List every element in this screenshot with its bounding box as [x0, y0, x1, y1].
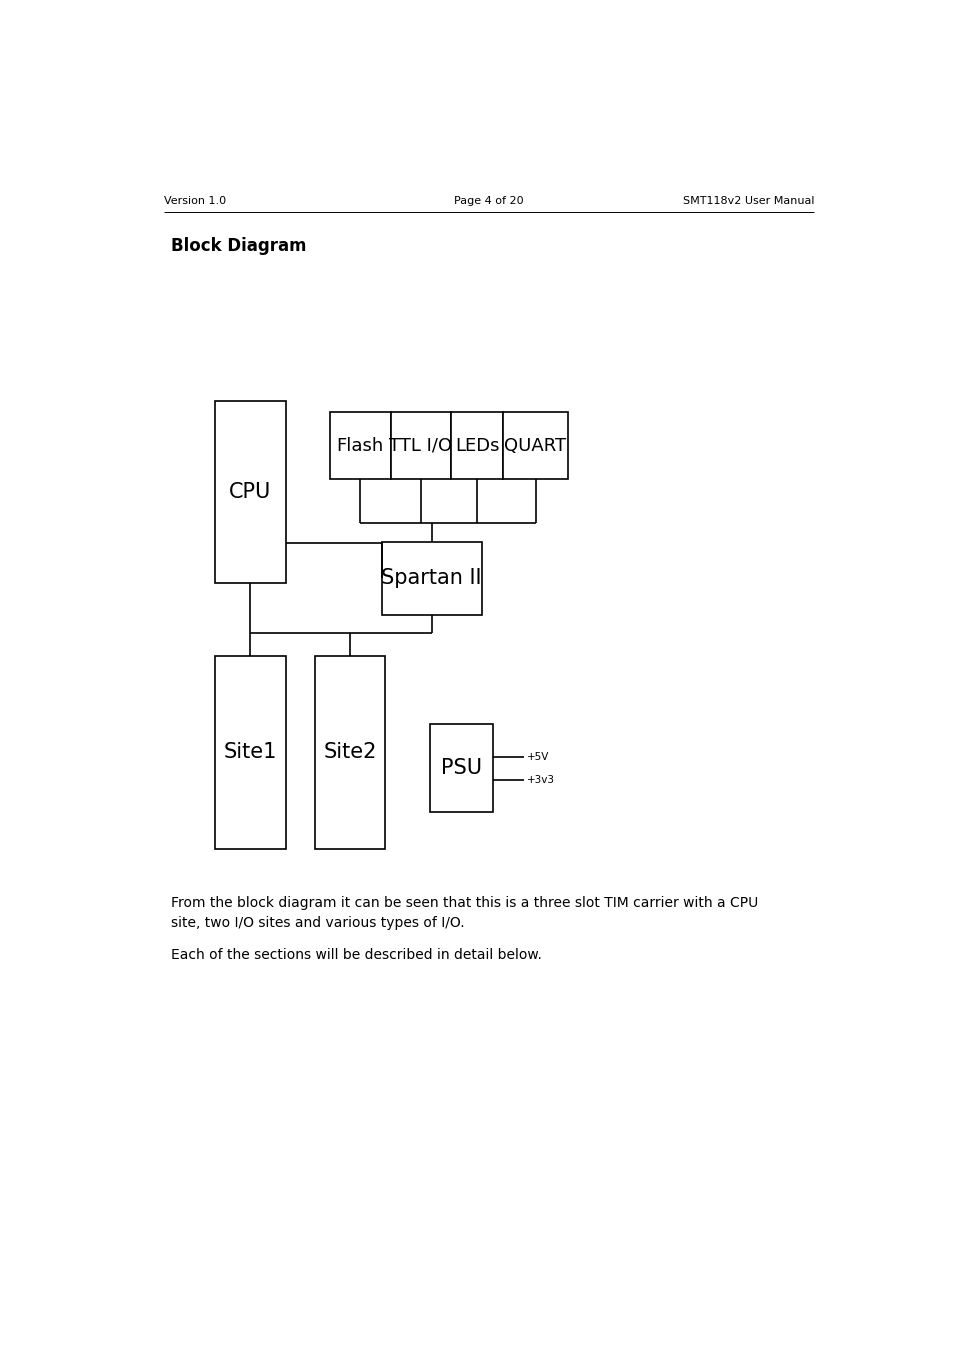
- Bar: [502, 412, 567, 480]
- Text: Version 1.0: Version 1.0: [164, 196, 226, 205]
- Bar: [330, 412, 390, 480]
- Bar: [429, 724, 492, 812]
- Text: Block Diagram: Block Diagram: [171, 236, 306, 255]
- Text: LEDs: LEDs: [455, 436, 498, 454]
- Text: SMT118v2 User Manual: SMT118v2 User Manual: [682, 196, 813, 205]
- Text: Page 4 of 20: Page 4 of 20: [454, 196, 523, 205]
- Text: Spartan II: Spartan II: [381, 569, 481, 588]
- Text: +3v3: +3v3: [526, 774, 554, 785]
- Text: Each of the sections will be described in detail below.: Each of the sections will be described i…: [171, 947, 541, 962]
- Text: From the block diagram it can be seen that this is a three slot TIM carrier with: From the block diagram it can be seen th…: [171, 896, 758, 929]
- Bar: [451, 412, 502, 480]
- Text: Site2: Site2: [323, 743, 376, 762]
- Text: Site1: Site1: [224, 743, 277, 762]
- Bar: [390, 412, 451, 480]
- Text: TTL I/O: TTL I/O: [389, 436, 452, 454]
- Bar: [215, 401, 285, 584]
- Bar: [215, 657, 285, 848]
- Text: CPU: CPU: [229, 482, 272, 503]
- Bar: [381, 542, 481, 615]
- Text: +5V: +5V: [526, 751, 548, 762]
- Text: QUART: QUART: [504, 436, 566, 454]
- Text: Flash: Flash: [336, 436, 383, 454]
- Bar: [314, 657, 385, 848]
- Text: PSU: PSU: [440, 758, 481, 778]
